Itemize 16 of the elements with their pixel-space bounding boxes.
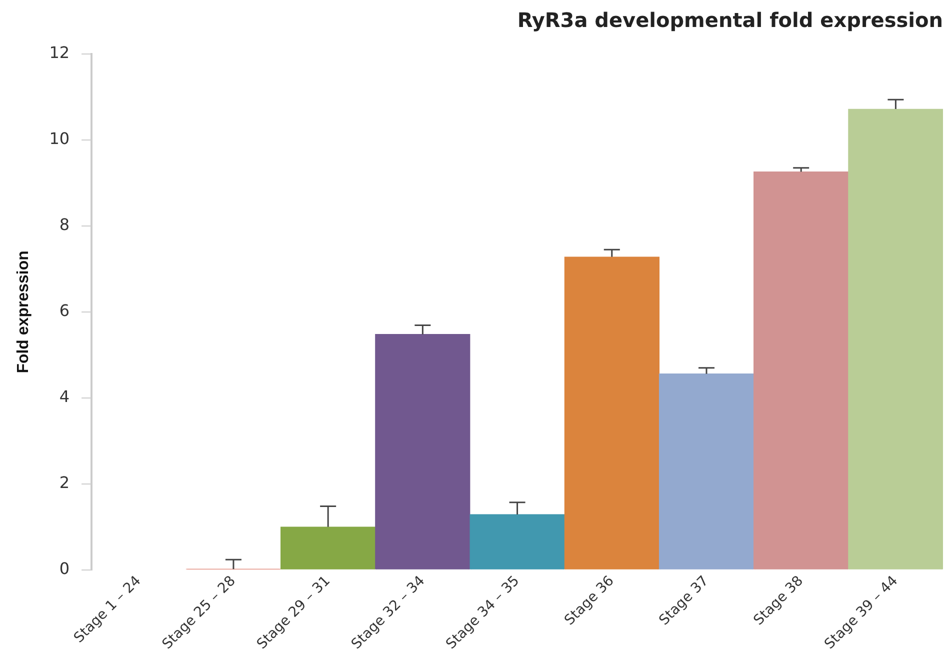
bar [658, 374, 754, 570]
bar [375, 334, 470, 570]
bar [848, 108, 943, 570]
y-tick-label: 10 [49, 129, 70, 148]
y-tick-label: 2 [59, 473, 70, 492]
bar [470, 514, 565, 570]
y-axis-title: Fold expression [15, 250, 32, 374]
y-tick-label: 6 [59, 301, 70, 320]
y-tick-label: 12 [49, 43, 70, 62]
bar [753, 171, 849, 570]
bar [564, 256, 660, 570]
y-tick-label: 4 [59, 387, 70, 406]
bar [280, 526, 376, 570]
y-tick-label: 8 [59, 215, 70, 234]
chart-title: RyR3a developmental fold expression [517, 8, 943, 32]
y-tick-label: 0 [59, 559, 70, 578]
